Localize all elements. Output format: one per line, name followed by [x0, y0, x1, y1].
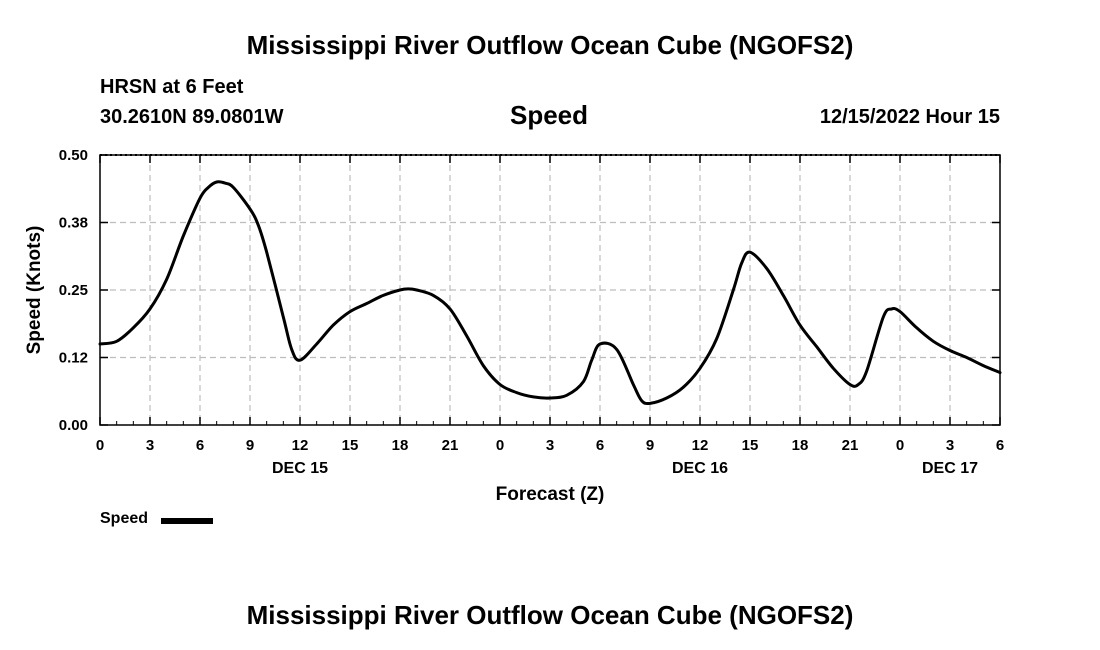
x-tick-label: 21 [442, 437, 459, 454]
x-tick-label: 6 [596, 437, 604, 454]
day-label: DEC 15 [272, 460, 328, 477]
bottom-title: Mississippi River Outflow Ocean Cube (NG… [246, 600, 854, 630]
x-tick-label: 6 [996, 437, 1004, 454]
x-tick-label: 9 [646, 437, 654, 454]
x-tick-label: 15 [342, 437, 359, 454]
y-tick-label: 0.00 [59, 417, 88, 434]
chart-title: Mississippi River Outflow Ocean Cube (NG… [246, 30, 854, 60]
coordinates-label: 30.2610N 89.0801W [100, 106, 284, 128]
x-tick-label: 3 [146, 437, 154, 454]
x-tick-label: 21 [842, 437, 859, 454]
x-tick-label: 18 [392, 437, 409, 454]
y-tick-label: 0.12 [59, 350, 88, 367]
x-tick-label: 3 [946, 437, 954, 454]
x-tick-label: 12 [292, 437, 309, 454]
x-tick-label: 15 [742, 437, 759, 454]
day-label: DEC 16 [672, 460, 728, 477]
y-axis-label: Speed (Knots) [24, 226, 45, 355]
station-label: HRSN at 6 Feet [100, 76, 244, 98]
day-label: DEC 17 [922, 460, 978, 477]
x-tick-label: 0 [896, 437, 904, 454]
x-tick-label: 12 [692, 437, 709, 454]
legend-swatch-speed [161, 518, 213, 524]
datetime-label: 12/15/2022 Hour 15 [819, 106, 1000, 128]
x-tick-label: 6 [196, 437, 204, 454]
legend-label: Speed [100, 510, 149, 527]
x-tick-label: 9 [246, 437, 254, 454]
variable-label: Speed [510, 100, 589, 130]
x-tick-label: 18 [792, 437, 809, 454]
series-speed-line [98, 180, 1002, 406]
x-axis-label: Forecast (Z) [496, 484, 605, 505]
x-tick-label: 0 [496, 437, 504, 454]
y-tick-label: 0.25 [59, 282, 88, 299]
y-tick-label: 0.38 [59, 215, 88, 232]
x-tick-label: 0 [96, 437, 104, 454]
y-tick-label: 0.50 [59, 147, 88, 164]
x-tick-label: 3 [546, 437, 554, 454]
